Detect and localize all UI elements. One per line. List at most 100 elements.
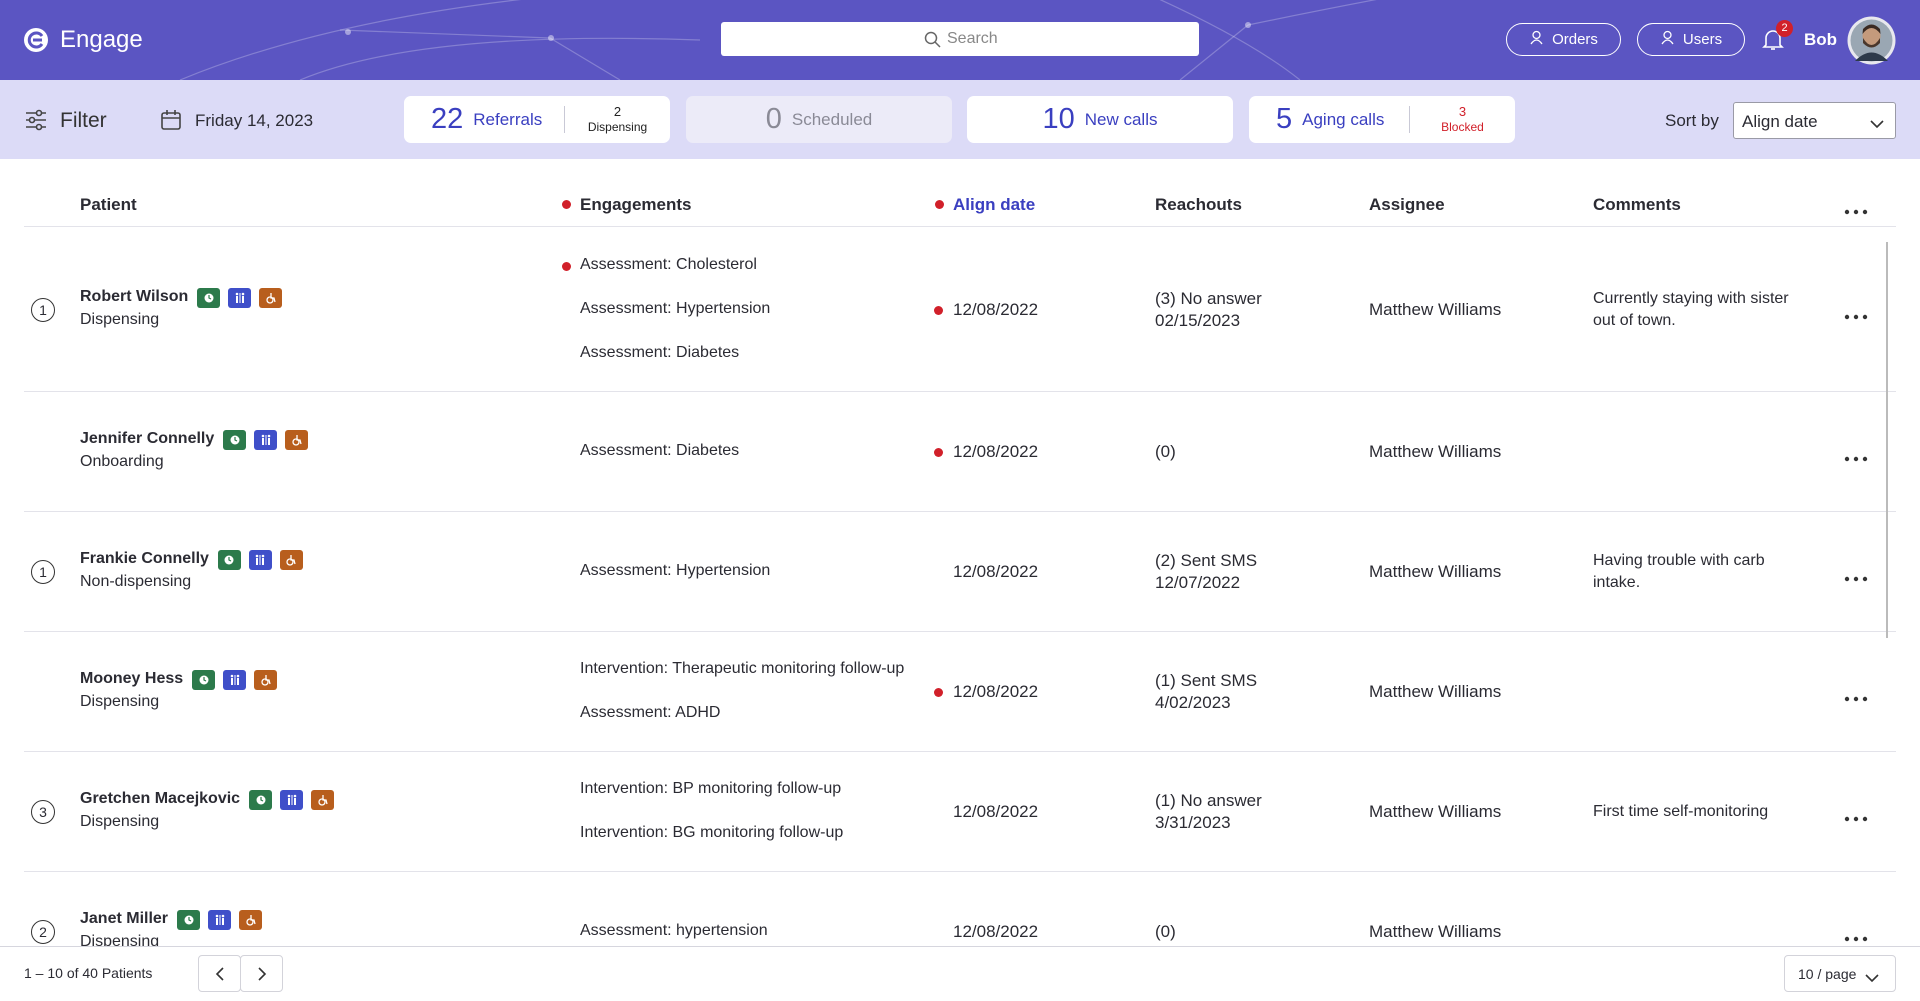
align-date: 12/08/2022 [953,562,1039,581]
engagement[interactable]: Intervention: Therapeutic monitoring fol… [580,660,905,677]
avatar-svg [1847,16,1896,65]
icon-glyph [199,675,209,685]
patient-icon [177,910,201,930]
patient-status: Dispensing [80,693,160,710]
row-divider [24,871,1896,872]
scrollbar [1886,242,1888,638]
date-flag [934,306,943,315]
stat-value: 22 [431,103,464,135]
stat-label: Aging calls [1302,109,1385,129]
row-menu[interactable] [1844,688,1868,702]
patient-icon [248,550,272,570]
icon-glyph [184,915,194,925]
brand-name: Engage [60,26,143,53]
engagement[interactable]: Assessment: Diabetes [580,442,740,459]
patient-icon [192,670,216,690]
stat-main: 10 New calls [967,96,1233,143]
column-header: Patient [80,195,137,214]
engagement-flag [562,262,571,271]
row-menu[interactable] [1844,568,1868,582]
patient-icon [208,910,232,930]
stat-value: 0 [765,103,782,135]
patient-icon [311,790,335,810]
row-menu[interactable] [1844,306,1868,320]
reachout: 4/02/2023 [1155,693,1231,712]
row-menu[interactable] [1844,448,1868,462]
table-body: 1 Robert Wilson Dispensing Assessment: Chol… [0,228,1920,946]
assignee: Matthew Williams [1369,922,1502,941]
pager-button[interactable] [240,955,283,992]
column-menu[interactable] [1844,201,1868,215]
page-size-chevron [1865,969,1879,983]
row-menu-svg [1844,936,1868,942]
filter-icon [24,108,48,132]
user-name[interactable]: Bob [1804,30,1838,49]
stat-sub-value: 3 [1458,104,1467,119]
reachout: (3) No answer [1155,289,1262,308]
sort-select[interactable]: Align date [1733,102,1896,139]
sort-value: Align date [1742,112,1818,131]
header-button[interactable]: Users [1637,23,1745,56]
stat-label: New calls [1084,109,1158,129]
assignee: Matthew Williams [1369,442,1502,461]
assignee: Matthew Williams [1369,802,1502,821]
column-header: Reachouts [1155,195,1242,214]
stat-card[interactable]: 0 Scheduled [686,96,952,143]
stat-divider [1409,106,1410,133]
calendar-icon [160,109,182,131]
search-icon [924,31,941,48]
pager-button[interactable] [198,955,241,992]
brand-logo [24,28,48,52]
patient-name[interactable]: Gretchen Macejkovic [80,790,241,807]
search-box[interactable]: Search [721,22,1199,56]
engagement[interactable]: Assessment: Diabetes [580,344,740,361]
row-menu[interactable] [1844,928,1868,942]
row-menu-svg [1844,816,1868,822]
patient-name[interactable]: Robert Wilson [80,288,189,305]
stat-card[interactable]: 5 Aging calls 3 Blocked [1249,96,1515,143]
engagement[interactable]: Intervention: BP monitoring follow-up [580,780,842,797]
notification-badge: 2 [1776,20,1793,37]
row-menu[interactable] [1844,808,1868,822]
stat-card[interactable]: 10 New calls [967,96,1233,143]
reachout: (0) [1155,922,1176,941]
page-size[interactable]: 10 / page [1784,955,1896,992]
table-row: 3 Gretchen Macejkovic Dispensing Interventi… [0,752,1920,872]
row-menu-svg [1844,314,1868,320]
icon-glyph [245,915,256,926]
engagement[interactable]: Intervention: BG monitoring follow-up [580,824,844,841]
stat-label: Referrals [473,109,543,129]
date-flag [934,688,943,697]
icon-glyph [287,794,296,805]
header-button[interactable]: Orders [1506,23,1621,56]
align-date: 12/08/2022 [953,922,1039,941]
patient-name[interactable]: Jennifer Connelly [80,430,215,447]
reachout: (0) [1155,442,1176,461]
date-label[interactable]: Friday 14, 2023 [195,111,314,130]
patient-name[interactable]: Mooney Hess [80,670,184,687]
filter-label[interactable]: Filter [60,109,107,132]
patient-icon [259,288,283,308]
assignee: Matthew Williams [1369,682,1502,701]
icon-glyph [292,435,302,446]
patient-name[interactable]: Frankie Connelly [80,550,209,567]
engagement[interactable]: Assessment: ADHD [580,704,721,721]
assignee: Matthew Williams [1369,300,1502,319]
stat-label: Scheduled [791,109,873,129]
align-date: 12/08/2022 [953,802,1039,821]
patient-name[interactable]: Janet Miller [80,910,169,927]
patient-icon [249,790,273,810]
engagement[interactable]: Assessment: Hypertension [580,562,771,579]
table-row: 1 Robert Wilson Dispensing Assessment: Chol… [0,228,1920,392]
column-header[interactable]: Align date [953,195,1036,214]
patient-icon [197,288,221,308]
stat-card[interactable]: 22 Referrals 2 Dispensing [404,96,670,143]
stat-main: 22 Referrals [431,96,542,143]
engagement[interactable]: Assessment: Hypertension [580,300,771,317]
engagement[interactable]: Assessment: hypertension [580,922,768,939]
stat-value: 5 [1276,103,1293,135]
icon-glyph [230,674,239,685]
column-header: Comments [1593,195,1681,214]
reachout: 3/31/2023 [1155,813,1231,832]
engagement[interactable]: Assessment: Cholesterol [580,256,757,273]
